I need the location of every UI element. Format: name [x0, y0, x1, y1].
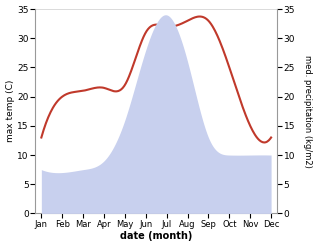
X-axis label: date (month): date (month): [120, 231, 192, 242]
Y-axis label: max temp (C): max temp (C): [5, 80, 15, 143]
Y-axis label: med. precipitation (kg/m2): med. precipitation (kg/m2): [303, 55, 313, 168]
